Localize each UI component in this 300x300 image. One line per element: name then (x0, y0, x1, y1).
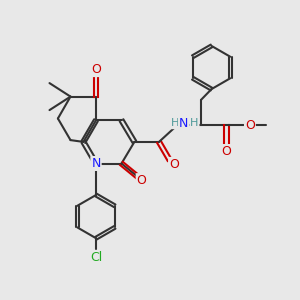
Text: N: N (179, 117, 188, 130)
Text: N: N (91, 157, 101, 170)
Text: Cl: Cl (90, 251, 102, 264)
Text: O: O (222, 145, 231, 158)
Text: H: H (170, 118, 179, 128)
Text: O: O (169, 158, 179, 171)
Text: O: O (137, 174, 146, 187)
Text: O: O (91, 63, 101, 76)
Text: H: H (190, 118, 199, 128)
Text: O: O (245, 119, 255, 132)
